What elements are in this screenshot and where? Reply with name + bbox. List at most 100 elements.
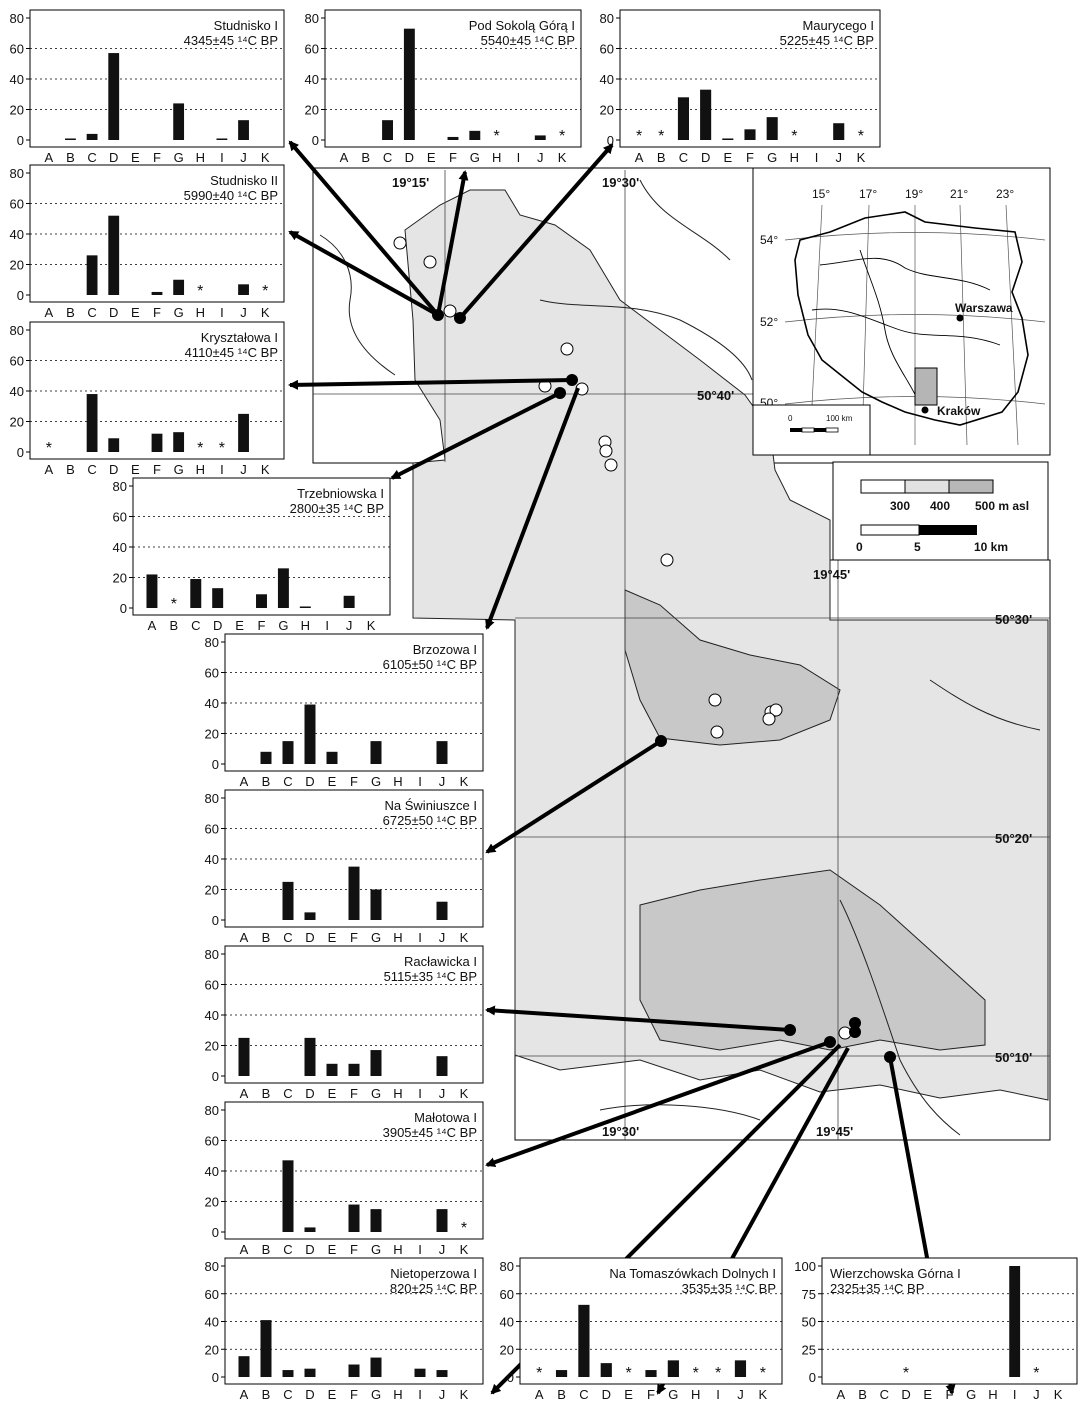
x-tick-label: E [131,305,140,320]
x-tick-label: C [87,305,96,320]
y-tick-label: 0 [17,288,24,303]
bar [65,138,76,140]
y-tick-label: 20 [305,103,319,118]
x-tick-label: C [579,1387,588,1402]
bar [238,413,249,452]
chart-title: Maurycego I [802,18,874,33]
x-tick-label: H [393,774,402,789]
krakow-dot [921,406,929,414]
x-tick-label: A [240,1387,249,1402]
chart-title: Nietoperzowa I [390,1266,477,1281]
bar [348,1063,360,1076]
bar [403,28,415,140]
absent-marker: * [171,596,177,613]
y-tick-label: 20 [600,103,614,118]
x-tick-label: K [261,150,270,165]
inset-lon-label: 19° [905,187,923,201]
y-tick-label: 0 [17,445,24,460]
coord-label-19-15: 19°15' [392,175,429,190]
y-tick-label: 20 [113,571,127,586]
absent-marker: * [791,128,797,145]
bar [534,135,546,140]
absent-marker: * [636,128,642,145]
site-chart: 0 20 40 60 80 A B C D E F G H I J K Na Świniuszce I6725±… [205,789,484,945]
map-legend: 300 400 500 m asl 0 5 10 km [832,461,1049,561]
x-tick-label: F [350,1086,358,1101]
site-chart: 0 20 40 60 80 * A * B C D E F G * H I J * K Maurycego I5225±… [600,9,881,165]
chart-title: Studnisko II [210,173,278,188]
x-tick-label: G [174,150,184,165]
elevation-400-area-north [624,589,841,746]
bar [238,1037,250,1076]
x-tick-label: B [858,1387,867,1402]
x-tick-label: C [283,1242,292,1257]
y-tick-label: 0 [212,757,219,772]
chart-date: 5115±35 ¹⁴C BP [384,969,477,984]
bar [326,751,338,764]
y-tick-label: 40 [205,852,219,867]
poland-inset-map: Warszawa Kraków 15° 17° 19° 21° 23° 54°52°50… [752,167,1051,456]
x-tick-label: E [328,774,337,789]
x-tick-label: G [371,774,381,789]
bar [382,120,393,140]
poland-outline [794,211,1029,426]
absent-marker: * [46,440,52,457]
y-tick-label: 80 [205,791,219,806]
x-tick-label: G [371,1086,381,1101]
y-tick-label: 80 [10,166,24,181]
x-tick-label: E [328,930,337,945]
site-chart: 0 20 40 60 80 A B C D E F G * H I J * K Pod Sokolą Górą I5… [305,9,582,165]
chart-title: Kryształowa I [201,330,278,345]
legend-elev-300: 300 [890,499,910,513]
y-tick-label: 40 [500,1315,514,1330]
chart-date: 5225±45 ¹⁴C BP [780,33,874,48]
x-tick-label: F [946,1387,954,1402]
x-tick-label: D [305,930,314,945]
bar [744,129,756,140]
y-tick-label: 60 [205,822,219,837]
y-tick-label: 60 [205,666,219,681]
y-tick-label: 20 [205,1342,219,1357]
bar [734,1360,747,1377]
absent-marker: * [760,1365,766,1382]
bar [212,588,224,608]
bar [370,1209,382,1232]
chart-date: 3535±35 ¹⁴C BP [682,1281,776,1296]
y-tick-label: 60 [10,197,24,212]
y-tick-label: 80 [10,323,24,338]
site-chart: 0 20 40 60 80 A B C D E F G H I J K Nietoperzowa I820±25… [205,1257,484,1402]
x-tick-label: A [44,150,53,165]
x-tick-label: F [350,774,358,789]
y-tick-label: 60 [10,354,24,369]
chart-date: 5540±45 ¹⁴C BP [481,33,575,48]
x-tick-label: H [393,1086,402,1101]
x-tick-label: D [901,1387,910,1402]
x-tick-label: H [196,305,205,320]
bar [299,606,311,608]
y-tick-label: 40 [205,1164,219,1179]
warszawa-dot [956,314,964,322]
x-tick-label: F [746,150,754,165]
x-tick-label: F [153,462,161,477]
bar [86,133,98,140]
absent-marker: * [536,1365,542,1382]
x-tick-label: I [517,150,521,165]
x-tick-label: E [131,150,140,165]
x-tick-label: B [361,150,370,165]
inset-lon-label: 15° [812,187,830,201]
bar [260,751,272,764]
y-tick-label: 60 [500,1287,514,1302]
y-tick-label: 0 [17,133,24,148]
chart-frame [29,164,285,303]
x-tick-label: A [340,150,349,165]
inset-scale-100: 100 km [826,414,853,423]
absent-marker: * [658,128,664,145]
x-tick-label: A [44,305,53,320]
bar [304,704,316,764]
x-tick-label: G [174,462,184,477]
inset-lon-label: 23° [996,187,1014,201]
chart-title: Na Tomaszówkach Dolnych I [609,1266,776,1281]
y-tick-label: 40 [205,696,219,711]
chart-title: Racławicka I [404,954,477,969]
x-tick-label: D [213,618,222,633]
